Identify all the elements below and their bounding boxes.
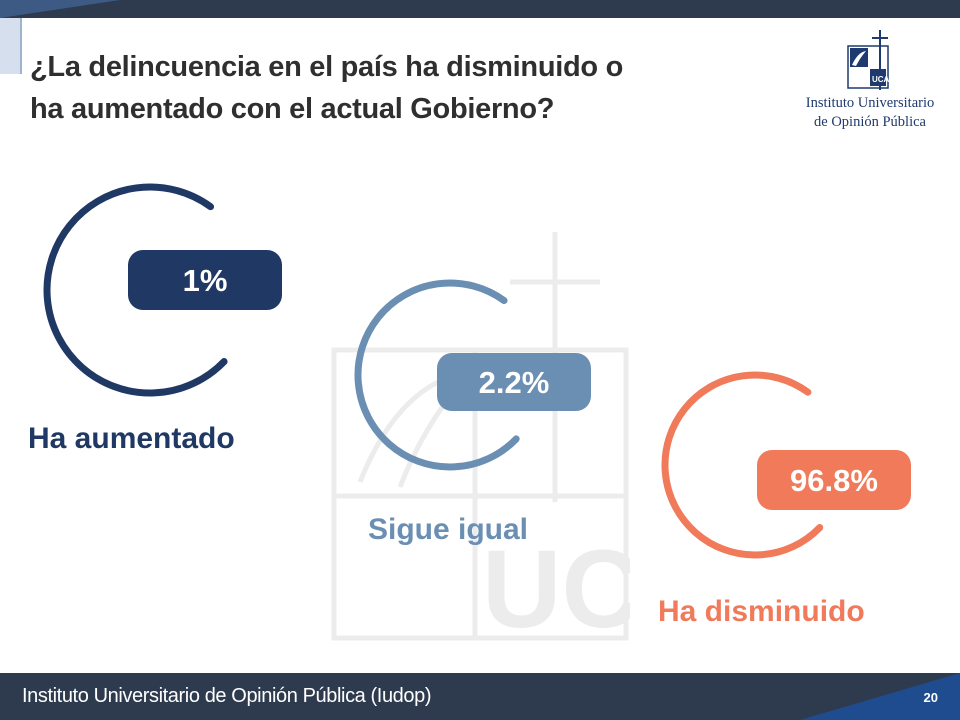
series-ha-aumentado: 1% Ha aumentado: [28, 183, 282, 455]
top-bar-accent: [0, 0, 120, 18]
iudop-logo: UCA Instituto Universitario de Opinión P…: [800, 28, 940, 140]
logo-text-line-1: Instituto Universitario: [805, 95, 935, 111]
pill-ha-disminuido: [757, 450, 911, 510]
category-label-ha-aumentado: Ha aumentado: [28, 422, 235, 455]
value-label-ha-disminuido: 96.8%: [790, 463, 878, 498]
ring-sigue-igual: [354, 279, 520, 471]
footer-bar: Instituto Universitario de Opinión Públi…: [0, 673, 960, 720]
value-label-ha-aumentado: 1%: [183, 263, 228, 298]
footer-text: Instituto Universitario de Opinión Públi…: [22, 685, 432, 707]
top-bar: [0, 0, 960, 18]
pill-sigue-igual: [437, 353, 591, 411]
title-line-1: ¿La delincuencia en el país ha disminuid…: [30, 51, 623, 83]
series-ha-disminuido: 96.8% Ha disminuido: [658, 371, 911, 628]
ring-ha-aumentado: [43, 183, 228, 397]
uca-watermark: UCA: [331, 232, 630, 642]
title-line-2: ha aumentado con el actual Gobierno?: [30, 93, 555, 125]
series-sigue-igual: 2.2% Sigue igual: [354, 279, 591, 546]
svg-text:UCA: UCA: [482, 528, 630, 642]
value-label-sigue-igual: 2.2%: [479, 365, 550, 400]
category-label-ha-disminuido: Ha disminuido: [658, 595, 865, 628]
footer-accent: [800, 673, 960, 720]
page-number: 20: [923, 690, 938, 705]
category-label-sigue-igual: Sigue igual: [368, 513, 528, 546]
svg-text:UCA: UCA: [872, 75, 890, 84]
uca-crest-icon: UCA: [847, 30, 890, 90]
pill-ha-aumentado: [128, 250, 282, 310]
logo-text-line-2: de Opinión Pública: [814, 114, 926, 130]
page-title: ¿La delincuencia en el país ha disminuid…: [30, 46, 760, 130]
side-tab: [0, 18, 22, 74]
ring-ha-disminuido: [661, 371, 824, 559]
